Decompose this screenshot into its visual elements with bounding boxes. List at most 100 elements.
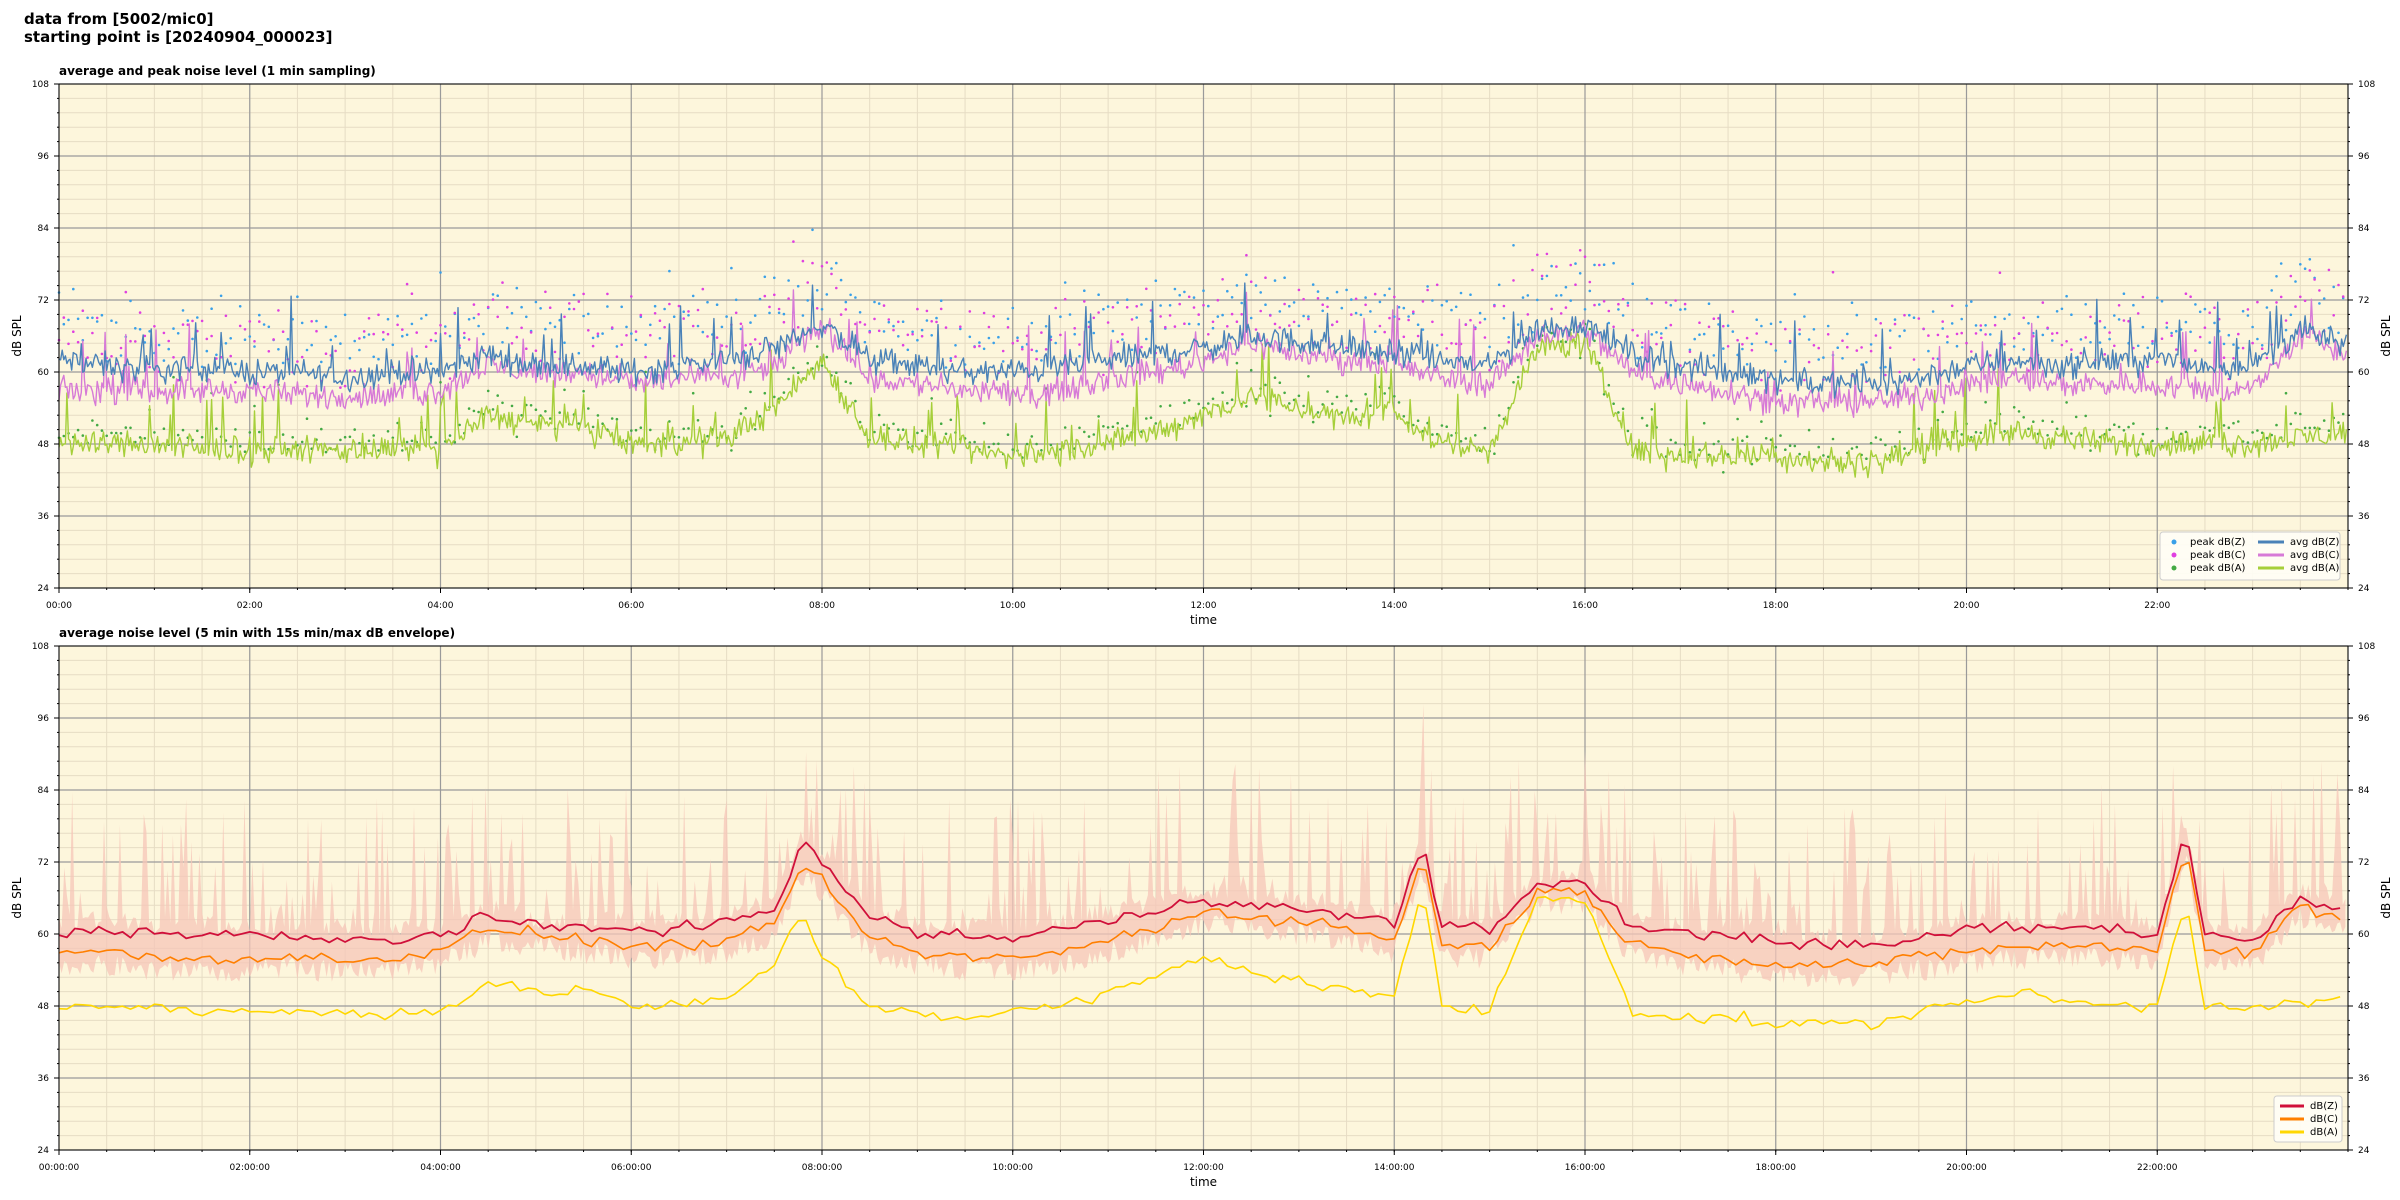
peak-point xyxy=(491,298,495,301)
peak-point xyxy=(1741,343,1744,346)
peak-point xyxy=(1831,270,1835,274)
peak-point xyxy=(1869,441,1873,445)
peak-point xyxy=(172,327,175,330)
peak-point xyxy=(2194,349,2197,352)
peak-point xyxy=(1402,306,1406,310)
peak-point xyxy=(2065,294,2068,298)
peak-point xyxy=(76,317,80,321)
series-line-avg-z xyxy=(58,282,2348,399)
peak-point xyxy=(1335,320,1339,324)
peak-point xyxy=(625,334,628,337)
peak-point xyxy=(2003,343,2006,346)
peak-point xyxy=(2313,278,2316,281)
peak-point xyxy=(1798,332,1801,336)
peak-point xyxy=(205,349,209,353)
peak-point xyxy=(343,313,347,317)
peak-point xyxy=(1397,401,1401,404)
peak-point xyxy=(1707,302,1711,306)
peak-point xyxy=(2222,342,2226,346)
peak-point xyxy=(2146,346,2149,350)
peak-point xyxy=(1092,331,1096,335)
peak-point xyxy=(1960,331,1963,335)
peak-point xyxy=(506,326,509,330)
peak-point xyxy=(1607,309,1611,313)
peak-point xyxy=(253,340,256,343)
peak-point xyxy=(1784,360,1787,363)
peak-point xyxy=(2151,439,2154,443)
peak-point xyxy=(277,309,280,312)
peak-point xyxy=(992,442,995,446)
peak-point xyxy=(405,440,409,444)
peak-point xyxy=(1097,293,1100,297)
legend-label: avg dB(A) xyxy=(2290,563,2340,574)
peak-point xyxy=(2337,421,2340,424)
peak-point xyxy=(639,313,643,317)
peak-point xyxy=(291,436,295,439)
peak-point xyxy=(2117,304,2121,307)
peak-point xyxy=(300,440,304,444)
peak-point xyxy=(110,355,113,358)
peak-point xyxy=(243,450,247,454)
envelope-area xyxy=(59,703,2346,988)
peak-point xyxy=(310,320,314,323)
peak-point xyxy=(1807,360,1811,364)
peak-point xyxy=(1369,404,1372,408)
peak-point xyxy=(854,322,857,326)
peak-point xyxy=(2203,326,2207,330)
peak-point xyxy=(1865,457,1868,461)
peak-point xyxy=(1545,252,1549,256)
peak-point xyxy=(1168,404,1172,407)
peak-point xyxy=(286,337,290,341)
peak-point xyxy=(396,314,399,318)
peak-point xyxy=(639,426,643,430)
peak-point xyxy=(2108,337,2111,341)
peak-point xyxy=(91,419,94,422)
peak-point xyxy=(2198,425,2202,429)
peak-point xyxy=(1001,349,1005,353)
peak-point xyxy=(1459,440,1463,443)
peak-point xyxy=(1340,306,1344,310)
peak-point xyxy=(1645,297,1649,301)
peak-point xyxy=(401,328,404,331)
peak-point xyxy=(1593,339,1596,343)
peak-point xyxy=(76,428,80,432)
peak-point xyxy=(2275,275,2278,278)
peak-point xyxy=(172,375,175,379)
peak-point xyxy=(978,341,981,344)
peak-point xyxy=(153,431,156,434)
peak-point xyxy=(1249,368,1253,372)
peak-point xyxy=(2022,416,2025,419)
peak-point xyxy=(2189,295,2192,299)
peak-point xyxy=(1197,322,1200,326)
chart-panel-2: 24 24 36 36 48 48 60 60 72 72 84 84 96 96 108 108 00:00:… xyxy=(10,626,2393,1189)
peak-point xyxy=(2327,326,2331,330)
peak-point xyxy=(1893,445,1897,448)
peak-point xyxy=(916,307,919,311)
peak-point xyxy=(148,330,151,333)
peak-point xyxy=(1674,441,1677,445)
peak-point xyxy=(472,303,476,306)
peak-point xyxy=(2132,303,2135,307)
peak-point xyxy=(706,335,709,338)
peak-point xyxy=(1230,312,1234,316)
peak-point xyxy=(1984,333,1987,336)
peak-point xyxy=(1483,426,1487,430)
peak-point xyxy=(1254,328,1258,331)
peak-point xyxy=(191,337,194,341)
peak-point xyxy=(429,362,433,366)
peak-point xyxy=(706,300,709,304)
peak-point xyxy=(134,340,137,343)
y-tick-label: 96 xyxy=(38,714,50,724)
peak-point xyxy=(2170,334,2173,338)
peak-point xyxy=(1226,325,1229,328)
peak-point xyxy=(2308,269,2312,272)
peak-point xyxy=(386,332,390,336)
peak-point xyxy=(2113,423,2116,427)
peak-point xyxy=(1407,318,1410,322)
peak-point xyxy=(1412,423,1415,427)
peak-point xyxy=(439,271,442,274)
peak-point xyxy=(596,414,600,417)
legend-marker-peak xyxy=(2171,539,2177,545)
legend-label: peak dB(C) xyxy=(2190,550,2246,561)
